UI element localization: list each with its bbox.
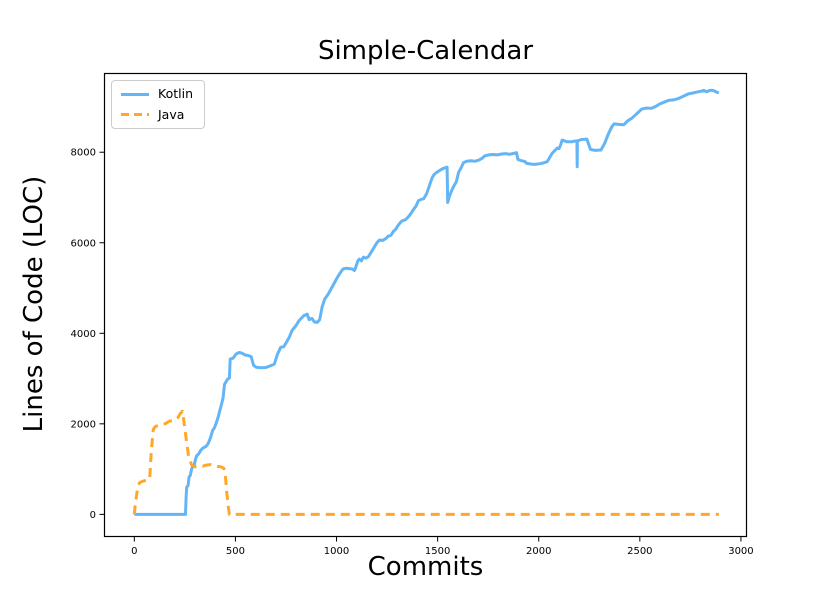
svg-text:1500: 1500 [425,546,450,557]
svg-text:0: 0 [131,546,137,557]
legend-item-java: Java [121,106,193,122]
legend-item-kotlin: Kotlin [121,86,193,101]
chart-title: Simple-Calendar [317,36,534,66]
java-line-sample-icon [121,113,149,117]
svg-text:4000: 4000 [71,329,96,340]
svg-text:2000: 2000 [71,419,96,430]
x-axis-label: Commits [367,552,484,582]
svg-text:6000: 6000 [71,238,96,249]
legend: Kotlin Java [111,80,205,129]
y-axis-label: Lines of Code (LOC) [19,175,49,433]
legend-label-java: Java [158,106,185,122]
kotlin-line-sample-icon [121,92,149,96]
svg-text:2500: 2500 [627,546,652,557]
svg-text:1000: 1000 [324,546,349,557]
svg-text:500: 500 [226,546,245,557]
svg-text:8000: 8000 [71,148,96,159]
legend-label-kotlin: Kotlin [158,86,193,101]
svg-text:3000: 3000 [728,546,753,557]
svg-text:0: 0 [90,510,96,521]
svg-text:2000: 2000 [526,546,551,557]
